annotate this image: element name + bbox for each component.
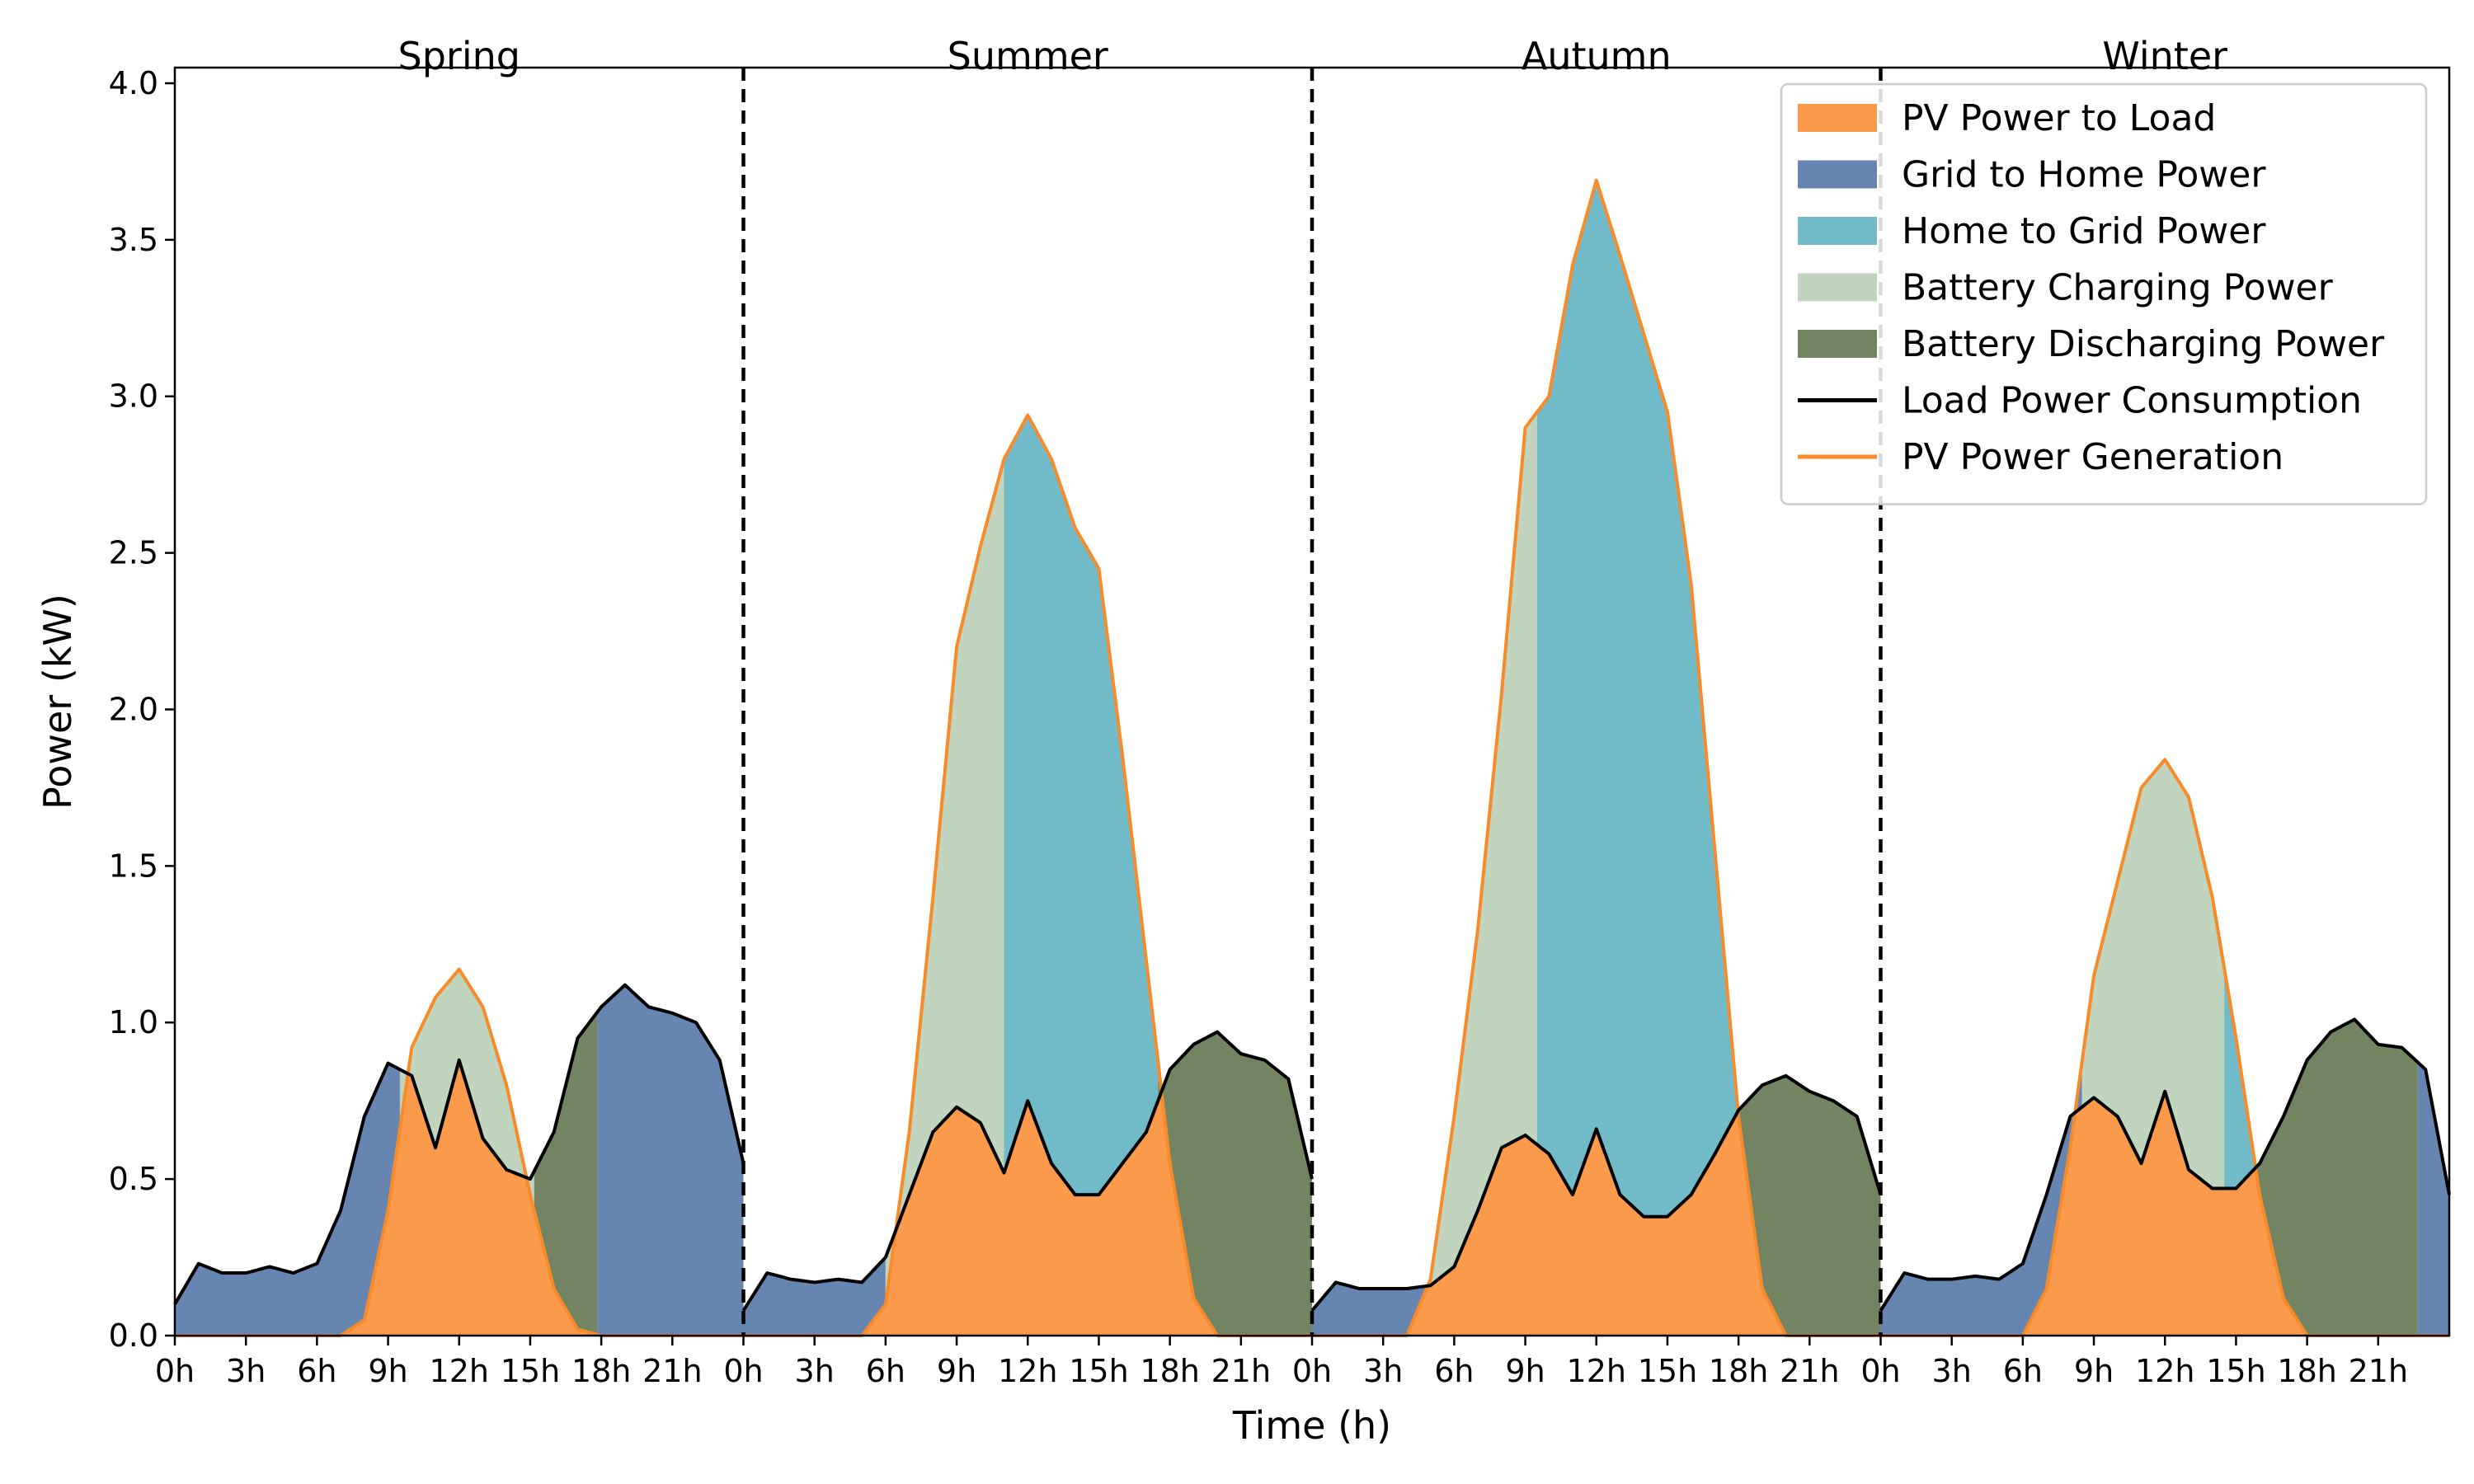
- battery-charging-area-spring-1: [399, 969, 534, 1211]
- x-tick-label-spring-6: 18h: [571, 1353, 631, 1389]
- x-tick-label-autumn-7: 21h: [1780, 1353, 1839, 1389]
- grid-to-home-area-spring-0: [175, 1063, 400, 1336]
- x-tick-label-spring-1: 3h: [226, 1353, 266, 1389]
- grid-to-home-area-summer-0: [743, 1257, 886, 1336]
- x-tick-label-autumn-5: 15h: [1638, 1353, 1697, 1389]
- y-axis-label: Power (kW): [35, 594, 80, 810]
- season-label-autumn: Autumn: [1522, 34, 1672, 78]
- pv-to-load-area-winter: [1880, 1091, 2449, 1336]
- legend: PV Power to Load Grid to Home Power Home t…: [1780, 82, 2428, 505]
- x-tick-label-spring-7: 21h: [642, 1353, 702, 1389]
- home-to-grid-area-autumn-2: [1536, 180, 1739, 1217]
- pv-to-load-area-autumn: [1312, 1114, 1881, 1336]
- pv-to-load-area-summer: [743, 1095, 1312, 1336]
- x-tick-label-winter-6: 18h: [2277, 1353, 2336, 1389]
- grid-to-home-area-spring-3: [597, 984, 744, 1336]
- x-tick-label-spring-3: 9h: [368, 1353, 407, 1389]
- y-tick-label-1: 0.5: [109, 1161, 158, 1197]
- battery-discharging-area-spring-2: [534, 1012, 598, 1335]
- x-tick-label-winter-0: 0h: [1860, 1353, 1900, 1389]
- x-tick-label-winter-5: 15h: [2206, 1353, 2265, 1389]
- x-tick-label-summer-3: 9h: [937, 1353, 976, 1389]
- load-consumption-line-winter: [1879, 1017, 2451, 1312]
- y-tick-label-8: 4.0: [109, 65, 158, 101]
- load-consumption-line-summer: [741, 1030, 1314, 1312]
- x-tick-label-spring-4: 12h: [430, 1353, 489, 1389]
- x-tick-label-winter-4: 12h: [2135, 1353, 2194, 1389]
- y-axis: 0.0 0.5 1.0 1.5 2.0 2.5 3.0 3.5 4.0: [109, 65, 175, 1354]
- x-tick-label-summer-5: 15h: [1069, 1353, 1128, 1389]
- y-tick-label-3: 1.5: [109, 848, 158, 884]
- legend-label-grid-to-home-power: Grid to Home Power: [1902, 154, 2266, 196]
- legend-swatch-home-to-grid-power: [1798, 217, 1877, 245]
- battery-charging-area-winter-1: [2081, 759, 2225, 1189]
- x-tick-label-summer-4: 12h: [998, 1353, 1057, 1389]
- x-tick-label-autumn-4: 12h: [1567, 1353, 1626, 1389]
- load-consumption-line-spring: [173, 983, 745, 1306]
- battery-charging-area-autumn-1: [1430, 411, 1537, 1286]
- x-tick-label-summer-2: 6h: [866, 1353, 905, 1389]
- x-tick-label-winter-3: 9h: [2074, 1353, 2114, 1389]
- legend-swatch-battery-charging-power: [1798, 273, 1877, 302]
- y-tick-label-0: 0.0: [109, 1317, 158, 1354]
- grid-to-home-area-winter-4: [2417, 1062, 2449, 1336]
- legend-swatch-grid-to-home-power: [1798, 160, 1877, 189]
- x-tick-label-spring-5: 15h: [501, 1353, 560, 1389]
- x-tick-label-winter-2: 6h: [2003, 1353, 2043, 1389]
- x-tick-label-winter-7: 21h: [2349, 1353, 2408, 1389]
- x-tick-label-autumn-1: 3h: [1363, 1353, 1403, 1389]
- legend-label-battery-charging-power: Battery Charging Power: [1902, 267, 2334, 309]
- legend-box: [1780, 82, 2428, 505]
- season-label-winter: Winter: [2102, 34, 2227, 78]
- x-tick-label-summer-1: 3h: [795, 1353, 835, 1389]
- legend-swatch-pv-power-to-load: [1798, 104, 1877, 132]
- legend-label-load-power-consumption: Load Power Consumption: [1902, 380, 2362, 422]
- y-tick-label-4: 2.0: [109, 691, 158, 727]
- x-tick-label-autumn-0: 0h: [1292, 1353, 1332, 1389]
- x-tick-label-summer-6: 18h: [1140, 1353, 1199, 1389]
- x-tick-label-spring-2: 6h: [297, 1353, 336, 1389]
- x-tick-label-spring-0: 0h: [155, 1353, 195, 1389]
- season-dividers: [741, 68, 1883, 1336]
- season-label-summer: Summer: [948, 34, 1108, 78]
- y-tick-label-5: 2.5: [109, 535, 158, 571]
- y-tick-label-2: 1.0: [109, 1004, 158, 1040]
- y-tick-label-6: 3.0: [109, 378, 158, 415]
- battery-discharging-area-winter-3: [2255, 1019, 2418, 1336]
- battery-discharging-area-autumn-3: [1738, 1075, 1881, 1336]
- legend-label-pv-power-generation: PV Power Generation: [1902, 436, 2284, 478]
- y-tick-label-7: 3.5: [109, 222, 158, 258]
- grid-to-home-area-autumn-0: [1312, 1279, 1431, 1336]
- x-tick-label-winter-1: 3h: [1932, 1353, 1972, 1389]
- plot-fill-layer: [175, 180, 2449, 1336]
- x-tick-label-autumn-3: 9h: [1505, 1353, 1545, 1389]
- x-tick-label-summer-0: 0h: [723, 1353, 763, 1389]
- pv-to-load-area-spring: [175, 1059, 744, 1336]
- legend-label-battery-discharging-power: Battery Discharging Power: [1902, 323, 2385, 365]
- legend-label-home-to-grid-power: Home to Grid Power: [1902, 210, 2266, 252]
- season-labels: Spring Summer Autumn Winter: [398, 34, 2228, 78]
- x-tick-label-summer-7: 21h: [1211, 1353, 1271, 1389]
- legend-swatch-battery-discharging-power: [1798, 330, 1877, 358]
- season-label-spring: Spring: [398, 34, 520, 78]
- battery-charging-area-summer-1: [885, 458, 1004, 1305]
- x-tick-label-autumn-2: 6h: [1434, 1353, 1474, 1389]
- home-to-grid-area-summer-2: [1004, 415, 1159, 1195]
- x-tick-label-autumn-6: 18h: [1709, 1353, 1768, 1389]
- legend-label-pv-power-to-load: PV Power to Load: [1902, 97, 2216, 139]
- x-axis-label: Time (h): [1232, 1403, 1391, 1448]
- battery-discharging-area-summer-3: [1158, 1031, 1312, 1336]
- grid-to-home-area-winter-0: [1880, 1061, 2082, 1336]
- load-consumption-line-autumn: [1310, 1073, 1883, 1312]
- x-axis: 0h 3h 6h 9h 12h 15h 18h 21h 0h 3h 6h 9h 12h 15h 18h 21h…: [155, 1336, 2408, 1389]
